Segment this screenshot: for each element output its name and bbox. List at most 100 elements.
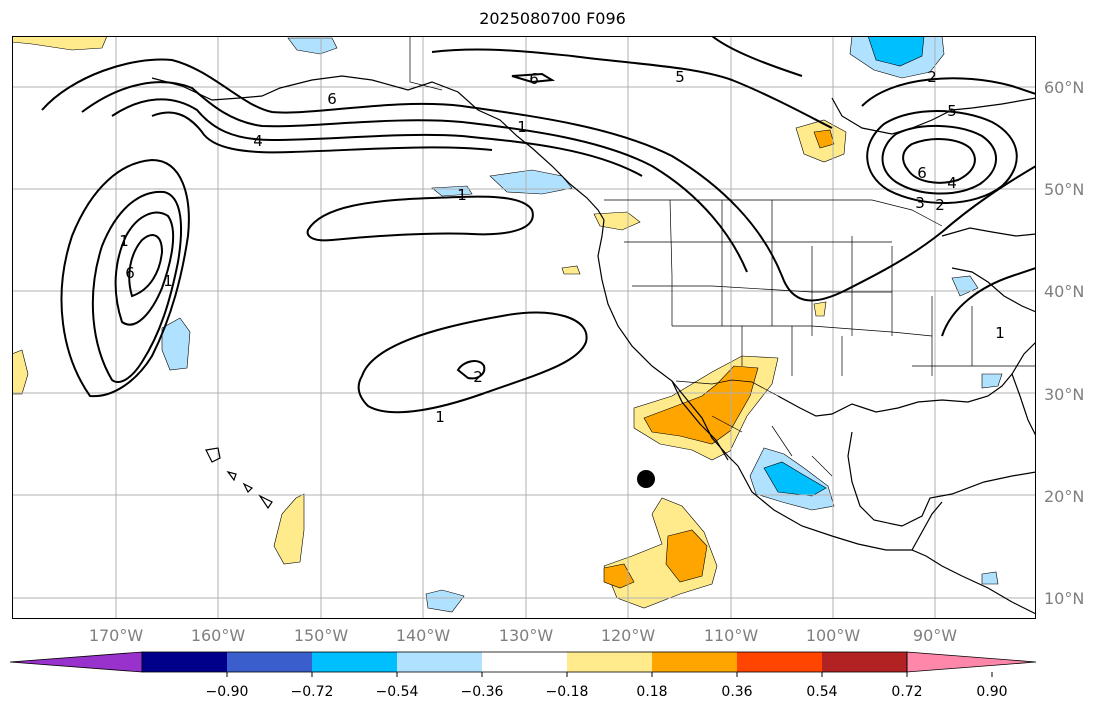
contour-label: 1	[163, 272, 173, 290]
lon-label: 100°W	[805, 626, 861, 645]
contour-label: 6	[529, 70, 539, 88]
coast-baja	[671, 380, 729, 461]
border-alaska	[409, 36, 443, 91]
contour-labels: 6 4 6 1 1 1 6 1 2 5 6 4 3 2 1 1 2 5	[119, 68, 1005, 426]
contour-north-5	[431, 48, 833, 129]
map-panel: 6 4 6 1 1 1 6 1 2 5 6 4 3 2 1 1 2 5	[12, 36, 1036, 619]
lon-label: 130°W	[498, 626, 554, 645]
shade-pacific-blue-west	[161, 317, 191, 371]
colorbar-frame	[141, 651, 908, 673]
contour-label: 1	[119, 232, 129, 250]
contour-north-1	[41, 58, 1036, 302]
lat-label: 10°N	[1044, 589, 1085, 608]
contour-label: 5	[675, 68, 685, 86]
colorbar-tick-label: −0.54	[375, 684, 419, 700]
contour-quebec-3	[902, 138, 976, 184]
coast-gulf	[777, 341, 1036, 417]
shade-quebec-orange	[813, 129, 835, 149]
contour-label: 6	[125, 264, 135, 282]
colorbar	[10, 651, 1037, 677]
lon-label: 140°W	[395, 626, 451, 645]
contour-pacific-mid-small	[456, 360, 486, 380]
coast-mexico-west	[737, 465, 1036, 615]
coast-alaska	[151, 75, 605, 221]
colorbar-segment	[567, 652, 652, 672]
coast-florida	[1011, 373, 1036, 437]
shade-caribbean-blue	[981, 571, 999, 585]
contour-label: 4	[947, 174, 957, 192]
colorbar-tick-label: −0.36	[460, 684, 504, 700]
contour-lines	[41, 36, 1036, 414]
contour-label: 2	[473, 368, 483, 386]
contour-label: 1	[457, 186, 467, 204]
lon-label: 110°W	[703, 626, 759, 645]
contour-label: 1	[517, 118, 527, 136]
shade-ep-orange-east	[665, 529, 708, 583]
coastlines	[151, 75, 1036, 615]
shade-hudson-cyan	[867, 36, 925, 67]
lon-label: 160°W	[190, 626, 246, 645]
lat-label: 50°N	[1044, 180, 1085, 199]
coast-yucatan	[911, 501, 943, 551]
contour-left-3	[114, 211, 175, 326]
graticule	[12, 36, 1036, 619]
shade-ep-orange-west	[603, 563, 635, 589]
contour-north-6	[711, 36, 803, 77]
colorbar-tick-label: 0.36	[721, 684, 753, 700]
colorbar-segment	[652, 652, 737, 672]
shade-gulf-blue	[287, 37, 338, 55]
coast-east	[941, 227, 1036, 237]
lon-label: 170°W	[88, 626, 144, 645]
contour-north-4	[151, 111, 493, 154]
colorbar-segments	[10, 651, 1037, 673]
colorbar-tick-label: −0.72	[290, 684, 334, 700]
coast-gulf-west	[847, 431, 1036, 527]
contour-quebec-1	[866, 110, 1018, 204]
border-mexico-states	[711, 415, 833, 477]
shade-hawaii-yellow	[273, 493, 305, 565]
shade-bottom-blue	[425, 589, 465, 613]
map-title: 2025080700 F096	[479, 9, 626, 28]
black-dot-marker	[637, 470, 655, 488]
contour-label: 1	[435, 408, 445, 426]
colorbar-segment	[822, 652, 907, 672]
lon-label: 150°W	[293, 626, 349, 645]
lon-label: 120°W	[600, 626, 656, 645]
contour-left-2	[91, 190, 183, 383]
coast-hudson	[831, 97, 1036, 135]
contour-arctic-small	[511, 72, 556, 84]
shade-southeast-blue	[981, 373, 1003, 389]
colorbar-extend-min	[10, 651, 143, 673]
border-us-mexico	[675, 379, 779, 397]
contour-pacific-mid	[357, 311, 588, 414]
lat-label: 30°N	[1044, 385, 1085, 404]
colorbar-segment	[482, 652, 567, 672]
contour-north-2	[81, 81, 748, 273]
contour-label: 6	[327, 90, 337, 108]
lat-label: 40°N	[1044, 282, 1085, 301]
contour-label: 2	[935, 196, 945, 214]
colorbar-segment	[227, 652, 312, 672]
shade-ca-yellow-small	[561, 265, 581, 275]
shade-baja-orange	[643, 365, 759, 445]
contour-label: 2	[927, 68, 937, 86]
coast-hawaii	[205, 447, 273, 510]
contour-label: 1	[995, 324, 1005, 342]
colorbar-tick-label: −0.90	[205, 684, 249, 700]
lat-label: 20°N	[1044, 487, 1085, 506]
lon-label: 90°W	[912, 626, 958, 645]
contour-pacific-north	[306, 195, 534, 242]
shade-left-edge-yellow	[12, 349, 29, 395]
lat-label: 60°N	[1044, 78, 1085, 97]
shade-top-left-yellow	[12, 36, 108, 51]
shade-mexico-cyan	[763, 461, 827, 497]
colorbar-segment	[312, 652, 397, 672]
political-borders	[409, 36, 1036, 477]
contour-left-4	[128, 234, 164, 298]
shade-plains-yellow	[813, 301, 827, 317]
contour-label: 5	[947, 102, 957, 120]
contour-north-3	[111, 98, 643, 177]
shade-bc-blue	[489, 169, 573, 195]
colorbar-segment	[397, 652, 482, 672]
colorbar-tick-label: 0.72	[891, 684, 923, 700]
